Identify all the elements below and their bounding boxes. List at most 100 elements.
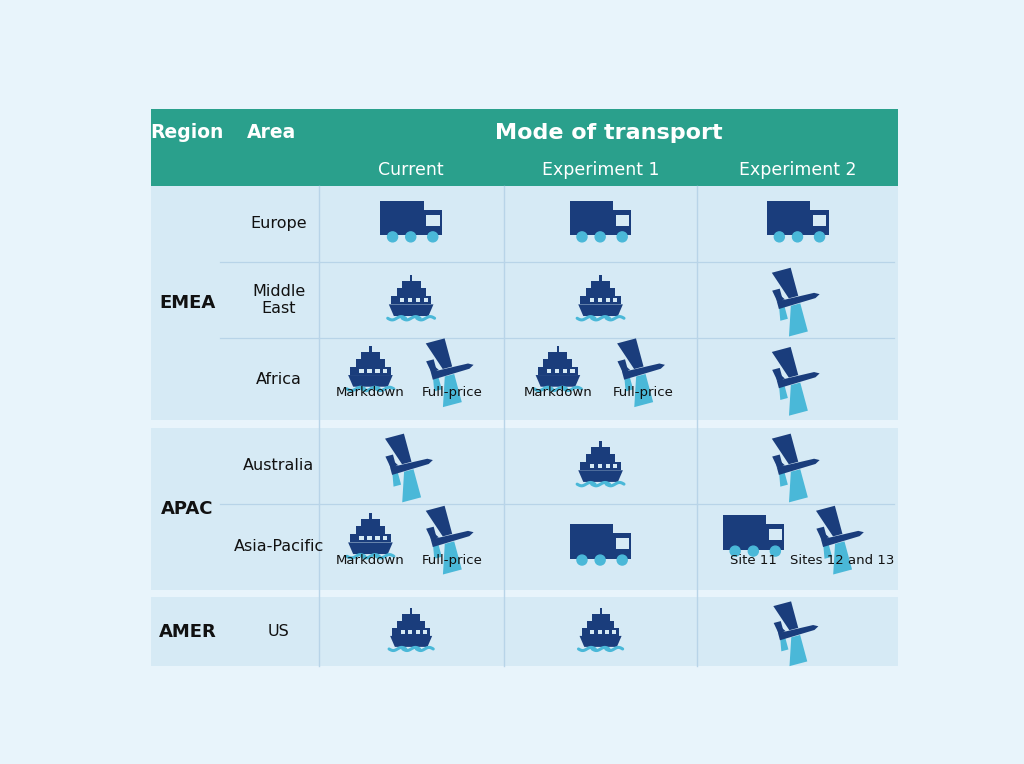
Text: Sites 12 and 13: Sites 12 and 13 (790, 554, 894, 567)
Bar (769, 529, 782, 540)
Bar (612, 630, 616, 633)
Bar (590, 630, 594, 633)
Bar (391, 296, 431, 304)
Polygon shape (772, 347, 799, 377)
Bar (402, 614, 420, 621)
Bar (591, 281, 610, 288)
Text: Middle
East: Middle East (252, 283, 305, 316)
Bar (381, 201, 424, 235)
Circle shape (406, 232, 416, 242)
Bar (613, 465, 617, 468)
Bar (581, 296, 621, 304)
Polygon shape (426, 506, 453, 536)
Polygon shape (579, 471, 623, 482)
Bar (397, 621, 425, 628)
Text: EMEA: EMEA (160, 294, 215, 312)
Bar (605, 465, 609, 468)
Bar (359, 536, 364, 540)
Polygon shape (788, 303, 808, 336)
Polygon shape (426, 526, 437, 540)
Polygon shape (392, 473, 401, 487)
Bar (605, 630, 609, 633)
Polygon shape (385, 434, 412, 465)
Polygon shape (443, 542, 462, 575)
Text: Full-price: Full-price (422, 386, 482, 399)
Bar (598, 298, 602, 302)
Polygon shape (816, 506, 843, 536)
Polygon shape (788, 469, 808, 503)
Bar (605, 298, 609, 302)
Polygon shape (385, 455, 396, 468)
Bar (424, 298, 428, 302)
Polygon shape (777, 458, 819, 475)
Bar (426, 215, 439, 225)
Circle shape (749, 546, 759, 556)
Bar (766, 524, 784, 549)
Polygon shape (443, 374, 462, 407)
Circle shape (617, 232, 628, 242)
Text: Europe: Europe (250, 216, 307, 231)
Polygon shape (816, 526, 827, 540)
Bar (409, 630, 413, 633)
Bar (370, 513, 372, 519)
Bar (590, 298, 594, 302)
Bar (598, 630, 602, 633)
Polygon shape (433, 377, 441, 391)
Bar (599, 608, 602, 614)
Text: Experiment 2: Experiment 2 (739, 161, 857, 180)
FancyBboxPatch shape (152, 186, 898, 420)
Bar (416, 298, 420, 302)
Text: Markdown: Markdown (336, 554, 404, 567)
Polygon shape (625, 377, 633, 391)
Text: Australia: Australia (243, 458, 314, 474)
Polygon shape (433, 545, 441, 558)
Text: Full-price: Full-price (612, 386, 674, 399)
Text: Experiment 1: Experiment 1 (542, 161, 659, 180)
Circle shape (617, 555, 628, 565)
Bar (590, 465, 594, 468)
Bar (410, 608, 413, 614)
FancyBboxPatch shape (152, 428, 898, 590)
Circle shape (428, 232, 438, 242)
Polygon shape (788, 383, 808, 416)
Polygon shape (775, 371, 785, 380)
Bar (586, 288, 615, 296)
Bar (767, 201, 810, 235)
Polygon shape (429, 361, 439, 372)
Bar (350, 534, 390, 542)
Bar (613, 210, 631, 235)
Bar (361, 519, 380, 526)
Text: Markdown: Markdown (523, 386, 592, 399)
Circle shape (595, 555, 605, 565)
Bar (599, 275, 602, 281)
Text: Site 11: Site 11 (730, 554, 777, 567)
Polygon shape (772, 267, 799, 299)
FancyBboxPatch shape (152, 108, 898, 186)
Polygon shape (426, 359, 437, 373)
Bar (350, 367, 390, 375)
Text: Area: Area (247, 123, 296, 142)
Bar (570, 524, 613, 558)
Polygon shape (389, 304, 433, 316)
Bar (598, 465, 602, 468)
Polygon shape (348, 542, 393, 554)
Bar (582, 628, 620, 636)
Polygon shape (823, 545, 833, 558)
Polygon shape (390, 458, 433, 475)
Text: Current: Current (378, 161, 444, 180)
Polygon shape (390, 636, 432, 647)
Polygon shape (779, 473, 787, 487)
Bar (356, 359, 385, 367)
Polygon shape (777, 372, 819, 388)
Bar (615, 538, 629, 549)
Polygon shape (780, 638, 788, 652)
Polygon shape (775, 457, 785, 468)
Circle shape (774, 232, 784, 242)
Bar (587, 621, 614, 628)
Bar (591, 447, 610, 454)
Circle shape (770, 546, 780, 556)
Circle shape (387, 232, 397, 242)
Bar (547, 369, 551, 373)
Circle shape (793, 232, 803, 242)
Polygon shape (777, 293, 819, 309)
